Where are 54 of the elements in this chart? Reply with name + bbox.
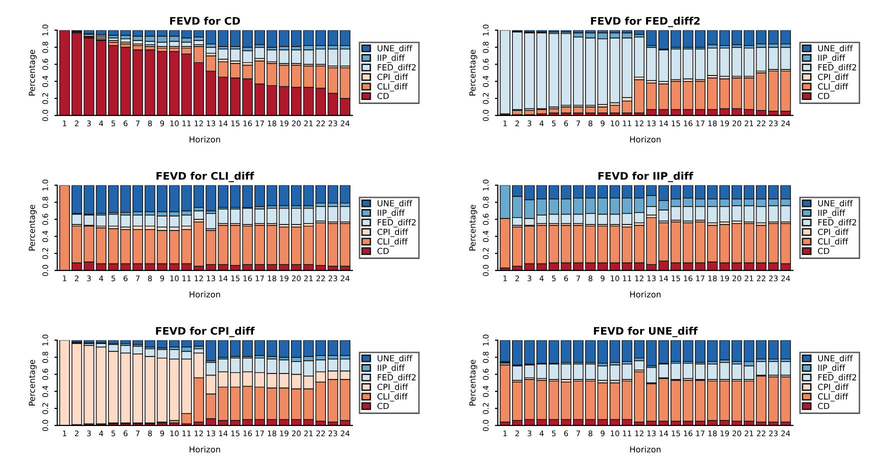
legend-label: CLI_diff <box>377 83 408 92</box>
x-axis-title: Horizon <box>630 446 661 453</box>
legend-label: CLI_diff <box>818 393 848 402</box>
text: UNE_diff <box>378 200 412 208</box>
y-axis-title: Percentage <box>28 360 37 406</box>
legend-label: CPI_diff <box>818 228 849 237</box>
legend-label: CD <box>818 92 830 100</box>
legend-label: UNE_diff <box>818 44 853 54</box>
legend-label: CPI_diff <box>377 228 408 237</box>
legend-label: CPI_diff <box>377 384 408 392</box>
text: IIP_diff <box>818 364 846 373</box>
chart-title: FEVD for FED_diff2 <box>591 16 700 28</box>
legend-label: CD <box>377 248 389 254</box>
legend-label: FED_diff2 <box>378 374 416 382</box>
chart-title: FEVD for IIP_diff <box>598 172 694 182</box>
chart-title: FEVD for CPI_diff <box>156 326 255 338</box>
legend-label: CLI_diff <box>377 393 408 402</box>
y-axis-title: Percentage <box>469 50 478 96</box>
legend-label: CD <box>818 402 830 410</box>
text: IIP_diff <box>378 364 405 373</box>
legend-label: CPI_diff <box>818 74 849 82</box>
y-axis-title: Percentage <box>28 50 37 96</box>
legend-label: FED_diff2 <box>818 374 856 382</box>
legend-label: CPI_diff <box>377 74 408 82</box>
x-axis-title: Horizon <box>630 291 661 298</box>
text: UNE_diff <box>378 354 412 364</box>
legend-label: FED_diff2 <box>378 219 416 228</box>
x-axis-title: Horizon <box>190 446 220 453</box>
legend-label: FED_diff2 <box>818 64 856 72</box>
legend-label: CLI_diff <box>818 83 848 92</box>
text: UNE_diff <box>818 354 853 364</box>
y-axis-title: Percentage <box>469 360 478 406</box>
legend-label: FED_diff2 <box>818 219 856 228</box>
legend-label: CLI_diff <box>818 238 848 246</box>
x-axis-title: Horizon <box>630 136 661 143</box>
legend-label: CD <box>818 248 830 254</box>
chart-title: FEVD for CD <box>170 16 240 25</box>
legend-label: IIP_diff <box>378 54 405 63</box>
text: UNE_diff <box>818 200 853 208</box>
y-axis-title: Percentage <box>469 204 478 250</box>
text: IIP_diff <box>818 209 846 218</box>
x-axis-title: Horizon <box>190 291 220 298</box>
chart-title: FEVD for UNE_diff <box>594 326 698 338</box>
legend-label: CLI_diff <box>377 238 408 246</box>
legend-label: UNE_diff <box>378 44 412 54</box>
legend-label: FED_diff2 <box>378 64 416 72</box>
text: IIP_diff <box>378 209 405 218</box>
chart-title: FEVD for CLI_diff <box>156 172 254 182</box>
y-axis-title: Percentage <box>28 204 37 250</box>
legend-label: CD <box>377 402 389 410</box>
legend-label: CD <box>377 92 389 100</box>
legend-label: CPI_diff <box>818 384 849 392</box>
x-axis-title: Horizon <box>190 136 220 143</box>
legend-label: IIP_diff <box>818 54 846 63</box>
